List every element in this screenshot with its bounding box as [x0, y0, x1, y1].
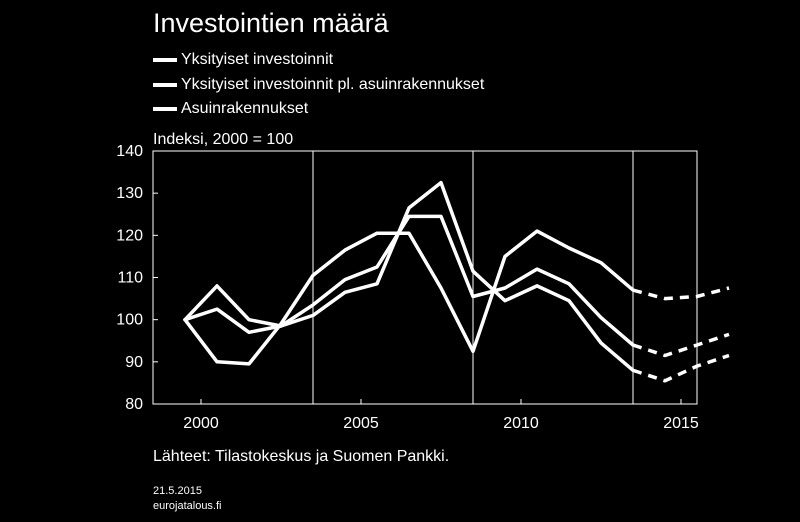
y-tick-label: 120: [116, 227, 143, 244]
legend-swatch: [153, 107, 177, 112]
legend-item-pl-asuin: Yksityiset investoinnit pl. asuinrakennu…: [153, 73, 484, 98]
y-tick-label: 80: [125, 396, 143, 413]
y-tick-label: 100: [116, 312, 143, 329]
chart-title: Investointien määrä: [153, 8, 389, 38]
x-tick-label: 2010: [503, 415, 539, 432]
x-tick-label: 2005: [343, 415, 379, 432]
y-unit-label: Indeksi, 2000 = 100: [153, 131, 294, 148]
y-tick-label: 140: [116, 143, 143, 160]
series-forecast-line-1: [632, 332, 730, 358]
site-name: eurojatalous.fi: [153, 500, 222, 512]
legend-swatch: [153, 82, 177, 87]
series-forecast-line-2: [632, 353, 730, 383]
series-line-1: [183, 214, 635, 347]
legend-swatch: [153, 58, 177, 63]
series-forecast-line-3: [632, 286, 730, 301]
y-tick-label: 90: [125, 354, 143, 371]
legend-item-yksityiset: Yksityiset investoinnit: [153, 48, 484, 73]
y-tick-label: 130: [116, 185, 143, 202]
legend-label: Yksityiset investoinnit: [181, 51, 334, 69]
x-tick-label: 2000: [183, 415, 219, 432]
legend: Yksityiset investoinnit Yksityiset inves…: [153, 48, 484, 122]
date-stamp: 21.5.2015: [153, 485, 202, 497]
plot-frame: [152, 150, 698, 405]
legend-item-asuin: Asuinrakennukset: [153, 97, 484, 122]
legend-label: Yksityiset investoinnit pl. asuinrakennu…: [181, 75, 485, 93]
source-note: Lähteet: Tilastokeskus ja Suomen Pankki.: [153, 448, 450, 465]
x-tick-label: 2015: [663, 415, 699, 432]
series-line-3: [183, 229, 635, 366]
series-line-2: [183, 180, 635, 373]
y-tick-label: 110: [117, 270, 143, 287]
legend-label: Asuinrakennukset: [181, 100, 309, 118]
